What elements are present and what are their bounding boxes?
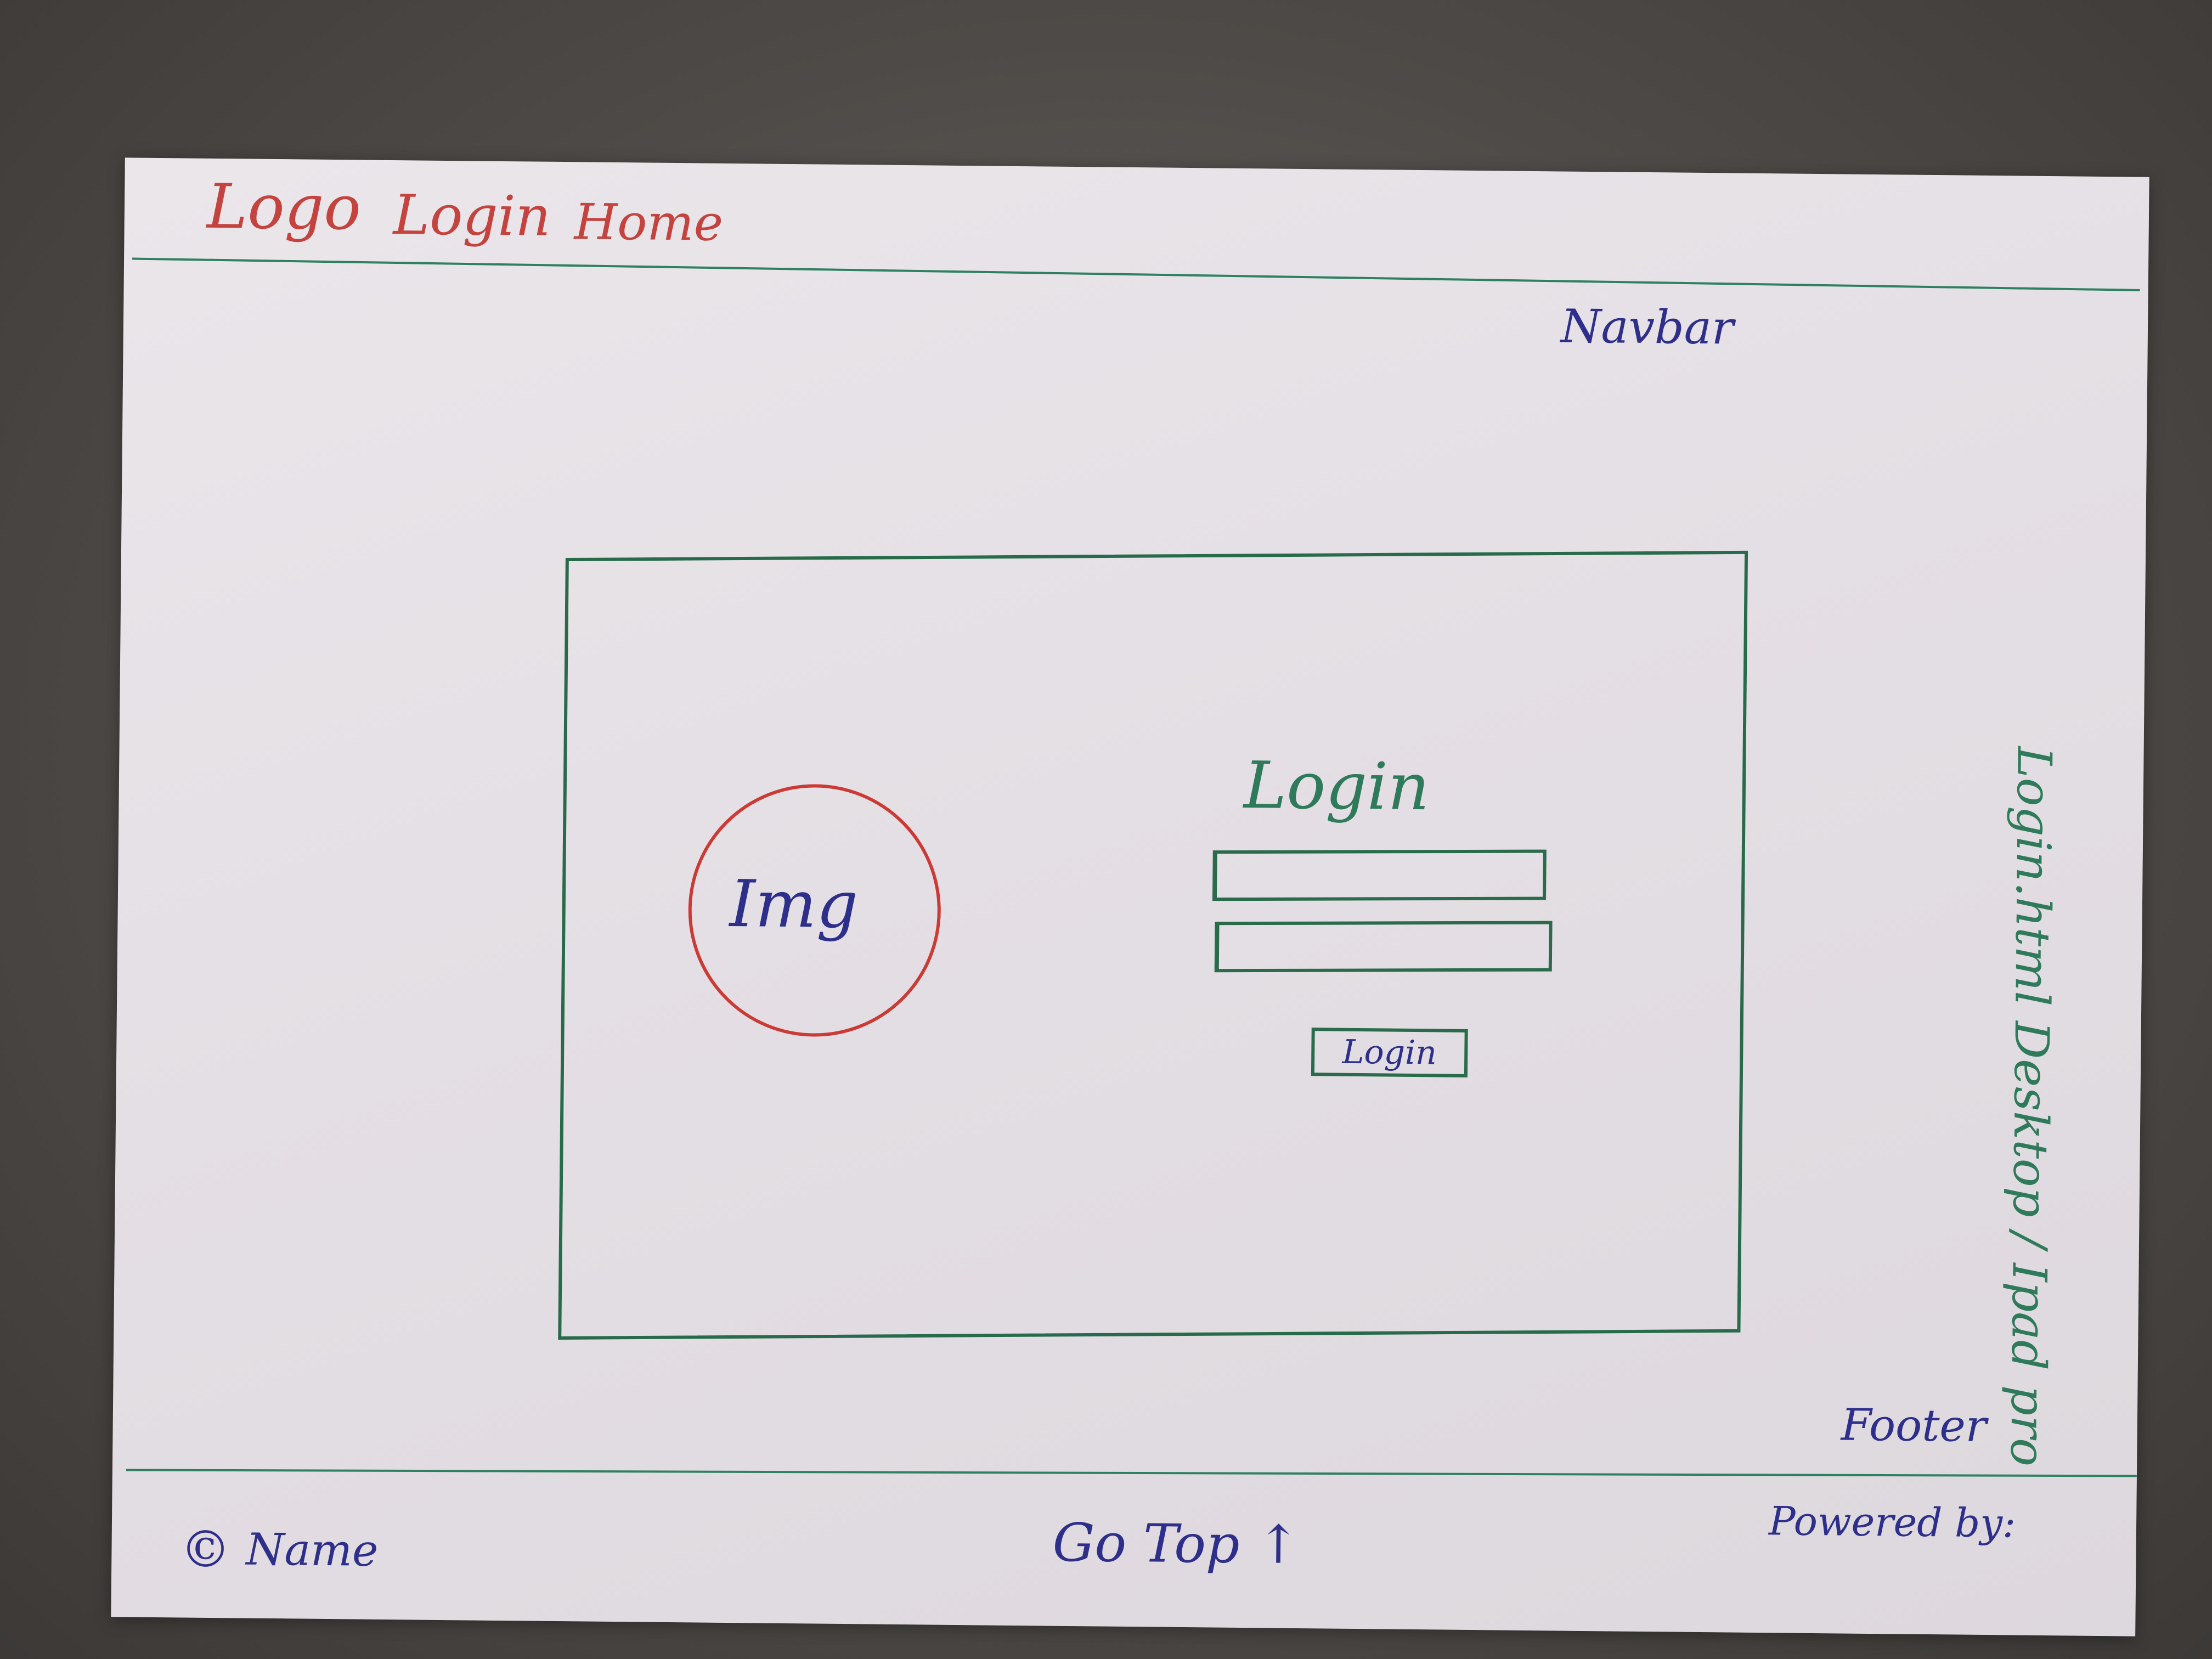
powered-by-text: Powered by: [1768,1498,2016,1547]
nav-home-link[interactable]: Home [574,193,724,252]
footer-name: Name [246,1523,379,1576]
image-placeholder-label: Img [729,865,859,943]
username-input[interactable] [1212,849,1547,901]
page-annotation: Login.html Desktop / Ipad pro [2000,746,2062,1467]
login-form-title: Login [1243,747,1430,825]
go-top-link[interactable]: Go Top ↑ [1052,1511,1301,1576]
footer-caption: Footer [1841,1399,1987,1452]
nav-logo[interactable]: Logo [206,171,362,244]
password-input[interactable] [1214,921,1553,973]
nav-login-link[interactable]: Login [393,183,551,249]
copyright-icon: © [179,1520,232,1579]
login-button[interactable]: Login [1311,1028,1468,1077]
navbar: Logo Login Home [125,157,2149,252]
wireframe-sheet: Logo Login Home Navbar Img Login Login L… [111,157,2149,1637]
navbar-divider [132,257,2140,291]
navbar-caption: Navbar [1560,299,1734,355]
footer-divider [126,1469,2137,1477]
